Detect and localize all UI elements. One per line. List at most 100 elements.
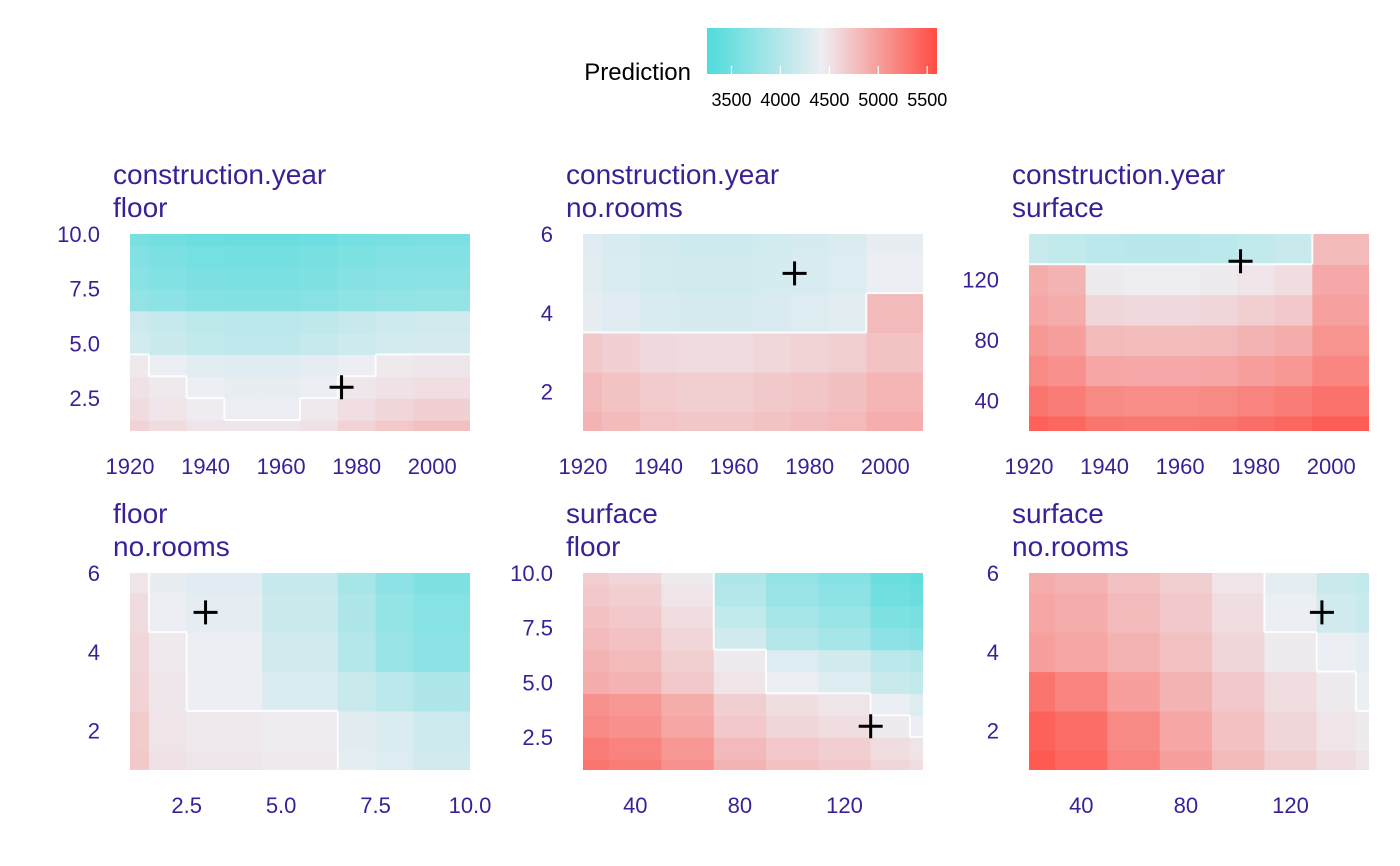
heatmap-cell <box>1212 592 1265 633</box>
heatmap-cell <box>262 671 301 712</box>
x-tick-label: 80 <box>1174 793 1198 818</box>
heatmap-cell <box>909 573 923 585</box>
heatmap-cell <box>828 371 867 412</box>
heatmap-cell <box>583 371 603 412</box>
heatmap-cell <box>130 332 150 355</box>
heatmap-cell <box>1312 385 1351 417</box>
heatmap-cell <box>186 332 226 355</box>
heatmap-cell <box>300 710 339 751</box>
heatmap-cell <box>1274 385 1313 417</box>
heatmap-cell <box>866 332 905 373</box>
heatmap-cell <box>451 671 470 712</box>
heatmap-cell <box>661 627 715 651</box>
heatmap-cell <box>186 573 226 594</box>
heatmap-cell <box>224 332 263 355</box>
heatmap-cell <box>148 288 188 312</box>
heatmap-cell <box>1107 750 1161 770</box>
y-tick-label: 120 <box>962 267 999 292</box>
heatmap-cell <box>766 583 819 607</box>
panel-subtitle: floor <box>113 192 167 223</box>
heatmap-cell <box>1350 294 1369 326</box>
observation-marker <box>1228 249 1253 274</box>
y-tick-label: 2.5 <box>522 725 553 750</box>
heatmap-cell <box>818 573 872 585</box>
heatmap-cell <box>451 573 470 594</box>
heatmap-cell <box>1029 324 1049 356</box>
heatmap-cell <box>713 671 767 694</box>
heatmap-cell <box>300 376 339 399</box>
heatmap-cell <box>262 310 301 334</box>
heatmap-cell <box>866 411 905 431</box>
panel-title: construction.year <box>566 159 779 190</box>
heatmap-cell <box>1123 294 1162 326</box>
x-tick-label: 120 <box>826 793 863 818</box>
x-tick-label: 80 <box>728 793 752 818</box>
heatmap-cell <box>766 627 819 651</box>
heatmap-cell <box>753 332 792 373</box>
y-tick-label: 7.5 <box>522 616 553 641</box>
heatmap-cell <box>1350 241 1369 265</box>
heatmap-cell <box>715 293 754 334</box>
legend-tick-label: 3500 <box>711 90 751 110</box>
heatmap-cell <box>262 710 301 751</box>
heatmap-cell <box>904 253 923 294</box>
heatmap-cell <box>818 737 872 760</box>
contour-line <box>147 573 339 770</box>
heatmap-cell <box>413 671 452 712</box>
heatmap-cell <box>1029 592 1056 633</box>
heatmap-cell <box>186 376 226 399</box>
heatmap-cell <box>639 293 679 334</box>
heatmap-cell <box>1085 264 1125 296</box>
heatmap-cell <box>413 398 452 421</box>
heatmap-cell <box>130 573 150 594</box>
heatmap-cell <box>300 398 339 421</box>
heatmap-cell <box>1312 294 1351 326</box>
heatmap-cell <box>337 354 377 377</box>
y-tick-label: 5.0 <box>69 331 100 356</box>
heatmap-cell <box>130 398 150 421</box>
observation-marker <box>1309 600 1334 625</box>
legend: Prediction 3500 4000 4500 5000 5500 <box>584 28 947 110</box>
heatmap-cell <box>1199 415 1238 431</box>
heatmap-cell <box>766 605 819 629</box>
y-tick-label: 2 <box>541 380 553 405</box>
heatmap-cell <box>1236 324 1276 356</box>
legend-title: Prediction <box>584 59 691 86</box>
heatmap-cell <box>375 244 414 268</box>
x-tick-label: 1980 <box>332 454 381 479</box>
heatmap-cell <box>451 244 470 268</box>
heatmap-cell <box>375 266 414 290</box>
x-tick-label: 120 <box>1272 793 1309 818</box>
heatmap-cell <box>224 376 263 399</box>
heatmap-cell <box>130 671 150 712</box>
heatmap-cell <box>1199 294 1238 326</box>
heatmap-cell <box>130 420 150 431</box>
heatmap-cell <box>790 293 830 334</box>
x-tick-label: 7.5 <box>360 793 391 818</box>
heatmap-cell <box>337 592 377 633</box>
heatmap-cell <box>1355 671 1369 712</box>
heatmap-cell <box>186 671 226 712</box>
heatmap-cell <box>583 671 610 694</box>
heatmap-cell <box>766 573 819 585</box>
heatmap-cell <box>1199 241 1238 265</box>
heatmap-cell <box>1212 632 1265 673</box>
heatmap-cell <box>1212 573 1265 594</box>
heatmap-cells <box>1029 573 1369 770</box>
heatmap-cell <box>148 671 188 712</box>
heatmap-cell <box>1085 385 1125 417</box>
heatmap-cell <box>300 592 339 633</box>
heatmap-cell <box>601 411 641 431</box>
y-tick-label: 7.5 <box>69 277 100 302</box>
heatmap-cell <box>1085 415 1125 431</box>
heatmap-cell <box>130 632 150 673</box>
contour-line <box>712 573 923 739</box>
heatmap-cell <box>661 759 715 770</box>
heatmap-cell <box>661 573 715 585</box>
heatmap-cell <box>601 332 641 373</box>
heatmap-cell <box>262 573 301 594</box>
heatmap-cell <box>1355 632 1369 673</box>
